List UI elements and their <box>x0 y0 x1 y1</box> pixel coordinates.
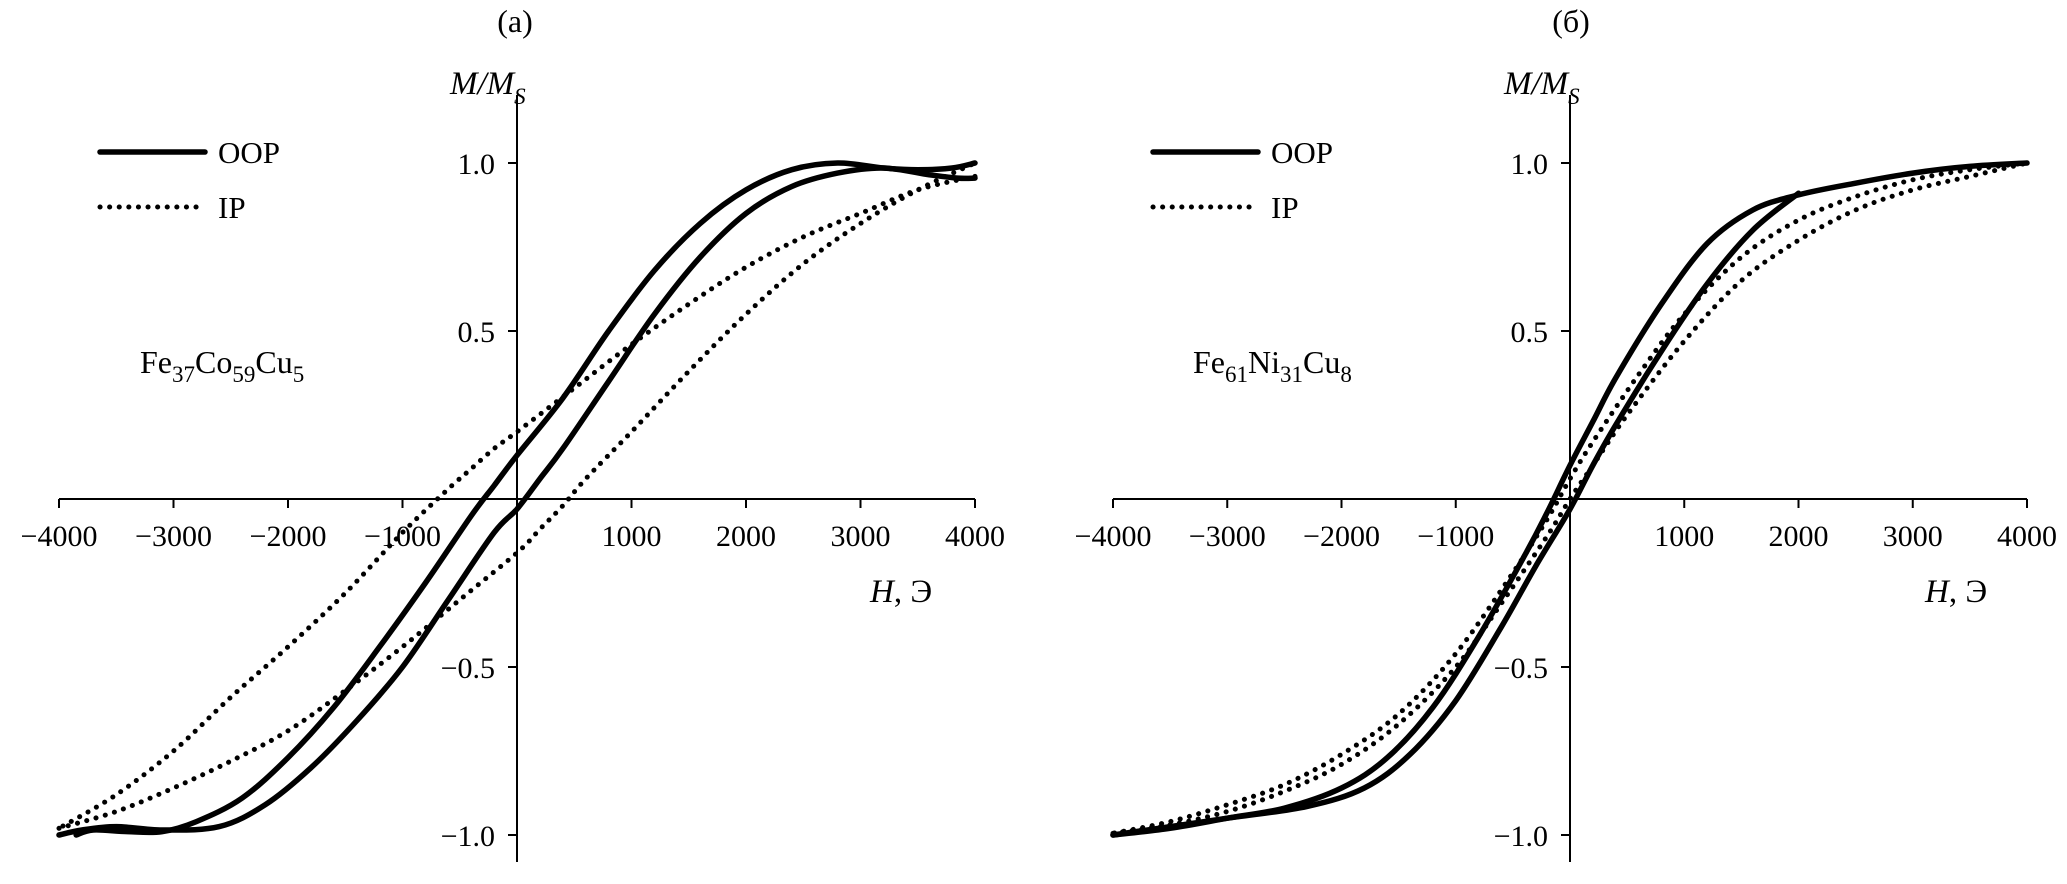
y-tick-label: −0.5 <box>1494 652 1548 685</box>
series-ip-upper-branch <box>1110 160 2030 836</box>
y-axis-title: M/MS <box>449 66 526 109</box>
y-tick-label: −1.0 <box>441 820 495 853</box>
x-axis-title: H, Э <box>1924 574 1987 610</box>
y-tick-label: 1.0 <box>458 148 496 181</box>
x-tick-label: −3000 <box>1189 520 1266 553</box>
legend-label-oop: OOP <box>218 135 280 170</box>
y-tick-label: 1.0 <box>1511 148 1549 181</box>
legend-label-ip: IP <box>1271 190 1299 225</box>
y-tick-label: −0.5 <box>441 652 495 685</box>
x-tick-label: 1000 <box>602 520 662 553</box>
x-tick-label: −3000 <box>135 520 212 553</box>
x-tick-label: 3000 <box>1883 520 1943 553</box>
x-tick-label: −1000 <box>364 520 441 553</box>
x-tick-label: 4000 <box>945 520 1005 553</box>
y-axis-title: M/MS <box>1503 66 1580 109</box>
series-oop-upper-branch <box>73 160 978 838</box>
x-tick-label: −2000 <box>250 520 327 553</box>
panel-label: (б) <box>1552 3 1590 39</box>
x-tick-label: −1000 <box>1417 520 1494 553</box>
series-oop-upper-branch <box>1110 160 2030 838</box>
series-oop-lower-branch <box>1110 190 1802 838</box>
sample-composition: Fe61Ni31Cu8 <box>1193 344 1352 387</box>
x-tick-label: 4000 <box>1997 520 2057 553</box>
x-axis-title: H, Э <box>869 574 932 610</box>
x-tick-label: −2000 <box>1303 520 1380 553</box>
sample-composition: Fe37Co59Cu5 <box>140 344 304 387</box>
legend-label-ip: IP <box>218 190 246 225</box>
y-tick-label: 0.5 <box>458 316 496 349</box>
series-ip-lower-branch <box>56 160 978 831</box>
series-ip-lower-branch <box>1110 160 2030 836</box>
panel-label: (a) <box>497 3 533 39</box>
series-ip-upper-branch <box>56 173 978 831</box>
x-tick-label: −4000 <box>1075 520 1152 553</box>
x-tick-label: 1000 <box>1654 520 1714 553</box>
y-tick-label: 0.5 <box>1511 316 1549 349</box>
x-tick-label: 2000 <box>1769 520 1829 553</box>
series-oop-lower-branch <box>56 165 978 838</box>
panel-a: (a) −4000 −3000 −2000 −1000 1000 2000 3000 4000 1… <box>21 3 1005 862</box>
legend-label-oop: OOP <box>1271 135 1333 170</box>
y-tick-label: −1.0 <box>1494 820 1548 853</box>
panel-b: (б) −4000 −3000 −2000 −1000 1000 2000 3000 4000 1… <box>1075 3 2057 862</box>
x-tick-label: −4000 <box>21 520 98 553</box>
x-tick-label: 3000 <box>831 520 891 553</box>
x-tick-label: 2000 <box>716 520 776 553</box>
